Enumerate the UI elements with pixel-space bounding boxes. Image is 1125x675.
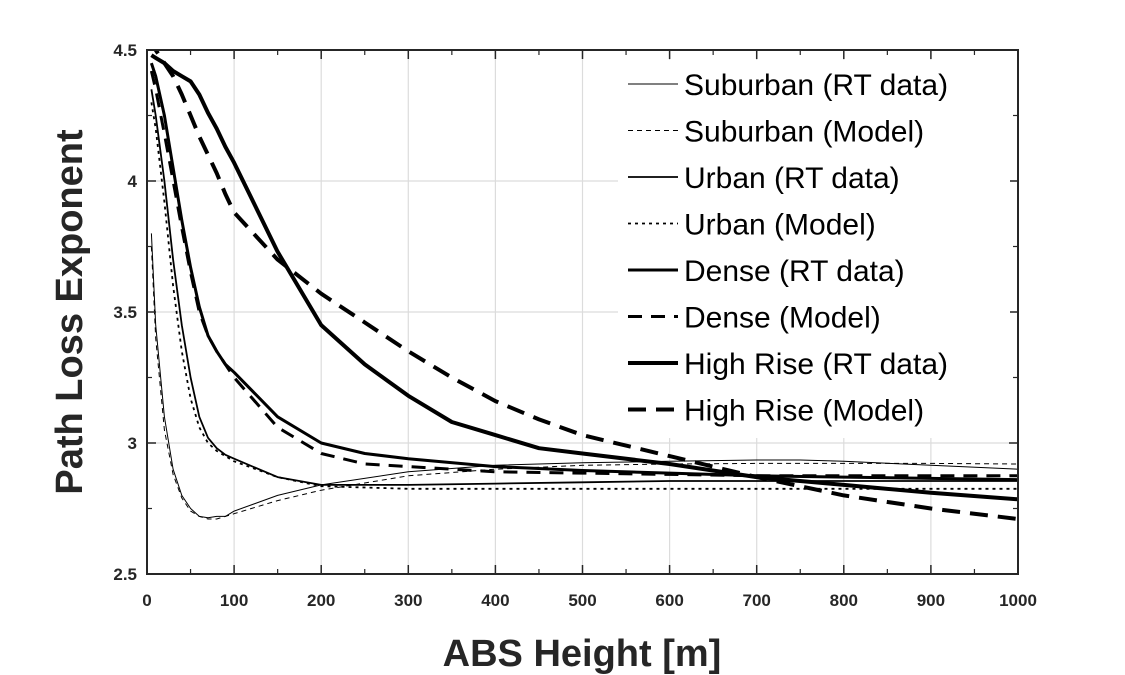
x-tick-label-100: 100: [220, 591, 248, 610]
x-tick-label-1000: 1000: [999, 591, 1037, 610]
axis-ticks: [146, 49, 1019, 575]
y-tick-label-3.5: 3.5: [113, 303, 137, 322]
series-line-suburban-rt-data: [150, 233, 1018, 519]
legend-label-2: Suburban (Model): [684, 116, 924, 149]
legend-label-8: High Rise (Model): [684, 395, 924, 428]
x-axis-title: ABS Height [m]: [443, 633, 722, 675]
legend: Suburban (RT data) Suburban (Model) Urban …: [618, 60, 1010, 438]
x-tick-label-200: 200: [307, 591, 335, 610]
series-line-urban-model: [150, 102, 1018, 490]
y-tick-label-2.5: 2.5: [113, 565, 137, 584]
x-tick-label-900: 900: [917, 591, 945, 610]
series-line-suburban-model: [150, 246, 1018, 520]
series-line-high-rise-model: [153, 50, 1018, 521]
x-tick-label-0: 0: [142, 591, 151, 610]
x-tick-label-700: 700: [743, 591, 771, 610]
series-lines: [149, 50, 1018, 521]
x-tick-label-300: 300: [394, 591, 422, 610]
legend-label-5: Dense (RT data): [684, 255, 905, 288]
y-tick-label-4.5: 4.5: [113, 41, 137, 60]
x-tick-label-600: 600: [655, 591, 683, 610]
legend-label-6: Dense (Model): [684, 302, 881, 335]
series-line-high-rise-rt-data: [150, 53, 1018, 502]
tick-labels: 0 100 200 300 400 500 600 700 800 900 1000 2.5 3 3.5 4…: [113, 41, 1037, 610]
series-line-urban-rt-data: [150, 89, 1018, 486]
y-tick-label-4: 4: [128, 172, 138, 191]
legend-background: [618, 60, 1010, 438]
y-tick-label-3: 3: [128, 434, 137, 453]
series-line-dense-model: [149, 70, 1018, 478]
legend-label-4: Urban (Model): [684, 209, 876, 242]
y-axis-title: Path Loss Exponent: [49, 129, 91, 495]
legend-label-3: Urban (RT data): [684, 162, 900, 195]
legend-label-1: Suburban (RT data): [684, 69, 948, 102]
legend-label-7: High Rise (RT data): [684, 348, 948, 381]
x-tick-label-500: 500: [568, 591, 596, 610]
x-tick-label-400: 400: [481, 591, 509, 610]
x-tick-label-800: 800: [830, 591, 858, 610]
